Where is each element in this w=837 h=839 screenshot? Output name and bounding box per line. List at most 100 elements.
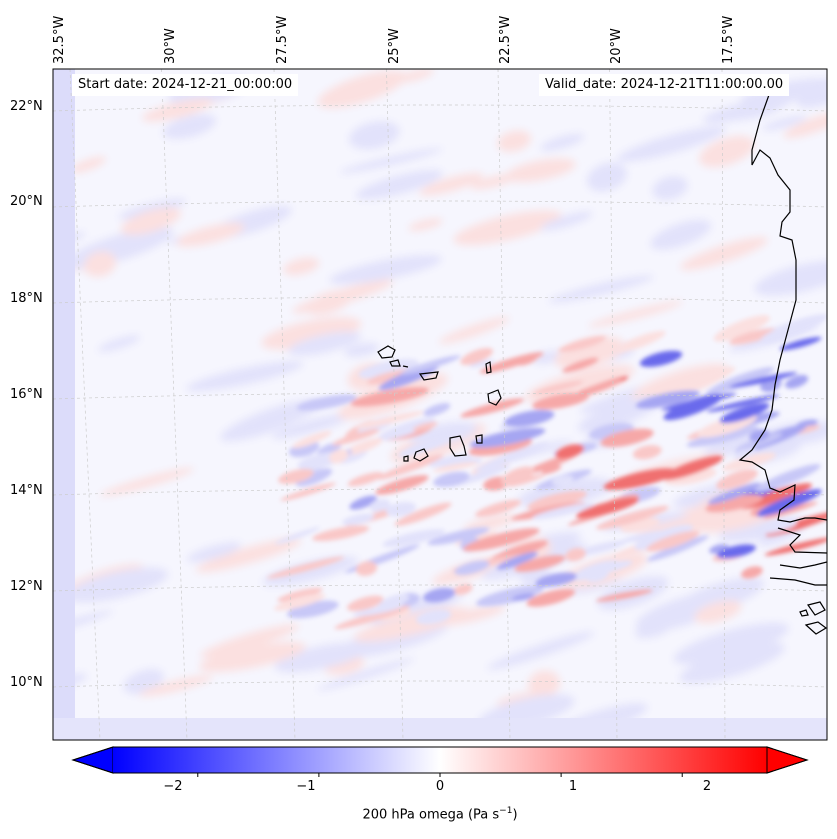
field-blob (438, 605, 506, 626)
field-band (382, 529, 446, 547)
field-blob (650, 219, 711, 250)
field-blob (673, 622, 789, 665)
field-band (716, 469, 758, 490)
field-band (377, 454, 444, 480)
field-band (470, 427, 546, 448)
field-band (760, 314, 827, 343)
field-blob (317, 658, 415, 691)
field-blob (680, 237, 768, 270)
field-blob (394, 69, 434, 83)
field-band (347, 595, 384, 612)
field-band (779, 336, 822, 351)
field-band (355, 411, 424, 429)
field-band (784, 374, 809, 389)
field-blob (453, 210, 562, 246)
field-band (646, 530, 700, 552)
field-band (375, 475, 429, 495)
field-band (729, 328, 778, 345)
field-band (575, 497, 639, 519)
field-band (274, 593, 326, 611)
bottom-edge-band (53, 718, 827, 740)
field-band (596, 505, 669, 530)
field-band (535, 572, 577, 588)
field-band (639, 350, 683, 367)
field-band (377, 593, 410, 610)
field-band (526, 588, 575, 607)
field-blob (199, 624, 299, 658)
field-blob (220, 399, 320, 442)
field-blob (98, 335, 140, 352)
field-band (378, 364, 439, 391)
field-blob (349, 121, 400, 150)
field-band (621, 529, 676, 543)
field-blob (540, 211, 593, 231)
field-blob (139, 675, 213, 697)
lat-label: 12°N (10, 579, 43, 594)
lon-label: 32.5°W (52, 15, 67, 64)
field-band (385, 502, 416, 517)
field-blob (100, 467, 194, 497)
coastline (738, 91, 827, 635)
field-blob (262, 556, 358, 587)
field-band (632, 445, 662, 460)
field-band (350, 387, 429, 407)
colorbar-tick-label: 1 (568, 779, 578, 794)
field-blob (762, 115, 808, 131)
field-blob (163, 114, 217, 139)
field-band (476, 585, 544, 607)
field-blob (271, 413, 354, 439)
field-blob (70, 156, 106, 173)
lat-label: 16°N (10, 387, 43, 402)
colorbar-tick-label: −1 (296, 779, 316, 794)
field-band (736, 433, 783, 451)
field-band (705, 494, 763, 513)
field-band (634, 524, 693, 550)
field-band (329, 449, 349, 464)
field-blob (617, 126, 726, 162)
field-band (400, 355, 461, 375)
graticule (53, 69, 827, 740)
field-band (511, 593, 535, 601)
field-band (496, 552, 538, 570)
field-band (532, 502, 595, 520)
colorbar (71, 746, 809, 777)
field-band (706, 394, 780, 413)
field-blob (635, 621, 672, 639)
field-band (514, 555, 566, 572)
field-band (423, 587, 456, 603)
field-band (460, 347, 494, 365)
field-band (433, 471, 470, 488)
field-band (527, 490, 587, 511)
field-band (664, 467, 717, 486)
lat-label: 20°N (10, 194, 43, 209)
field-blob (66, 567, 168, 603)
field-band (394, 502, 452, 526)
field-band (551, 475, 574, 486)
field-band (428, 454, 472, 468)
field-band (433, 462, 478, 472)
field-band (332, 428, 380, 446)
field-band (781, 490, 818, 506)
field-band (764, 537, 827, 556)
field-blob (703, 96, 794, 124)
field-band (729, 372, 798, 388)
field-band (479, 352, 544, 374)
field-blob (588, 301, 683, 328)
lon-label: 17.5°W (721, 15, 736, 64)
field-blob (652, 176, 688, 200)
field-blob (528, 670, 560, 697)
field-band (555, 444, 585, 459)
field-blob (679, 642, 785, 684)
colorbar-tick-label: −2 (163, 779, 183, 794)
field-band (741, 566, 763, 579)
lat-label: 14°N (10, 483, 43, 498)
field-band (562, 357, 599, 373)
field-band (412, 421, 438, 431)
field-band (355, 561, 378, 576)
field-band (462, 528, 540, 552)
lat-label: 10°N (10, 675, 43, 690)
lon-label: 27.5°W (275, 15, 290, 64)
field-blob (344, 342, 380, 357)
field-blob (699, 135, 755, 168)
